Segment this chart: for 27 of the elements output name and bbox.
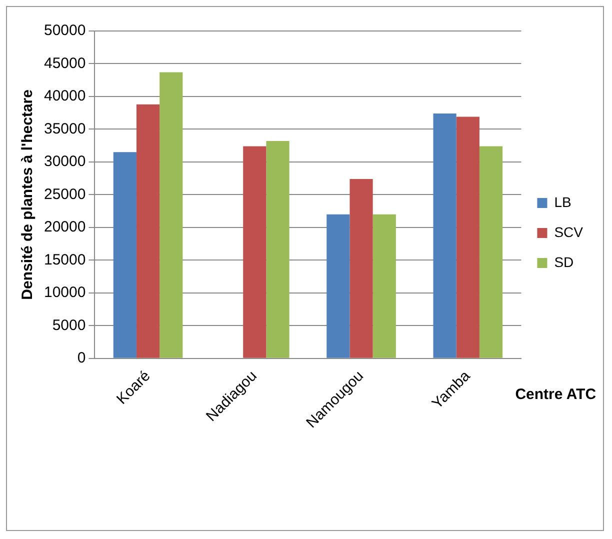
x-axis-title: Centre ATC bbox=[515, 386, 596, 404]
bar bbox=[433, 114, 456, 358]
legend-label: LB bbox=[554, 194, 572, 210]
bar bbox=[266, 141, 290, 358]
bar bbox=[456, 116, 480, 358]
bar bbox=[372, 214, 396, 358]
y-tick-label: 50000 bbox=[44, 22, 86, 40]
bar bbox=[350, 178, 373, 358]
bar bbox=[113, 152, 136, 358]
bar bbox=[160, 72, 183, 358]
y-tick-label: 10000 bbox=[44, 284, 86, 302]
legend-label: SD bbox=[554, 254, 574, 270]
y-tick-label: 20000 bbox=[44, 218, 86, 236]
legend-label: SCV bbox=[554, 224, 584, 240]
y-tick-label: 5000 bbox=[52, 316, 86, 334]
y-tick-label: 15000 bbox=[44, 251, 86, 268]
bar bbox=[243, 146, 266, 358]
bar bbox=[136, 104, 160, 358]
y-tick-label: 40000 bbox=[44, 88, 86, 105]
y-tick-label: 45000 bbox=[44, 54, 86, 72]
y-tick-label: 25000 bbox=[44, 186, 86, 203]
y-tick-label: 30000 bbox=[44, 153, 86, 170]
bar bbox=[479, 146, 503, 358]
bar bbox=[326, 214, 350, 358]
y-tick-label: 0 bbox=[77, 350, 86, 367]
y-tick-label: 35000 bbox=[44, 120, 86, 138]
y-axis-title: Densité de plantes à l'hectare bbox=[19, 90, 36, 300]
